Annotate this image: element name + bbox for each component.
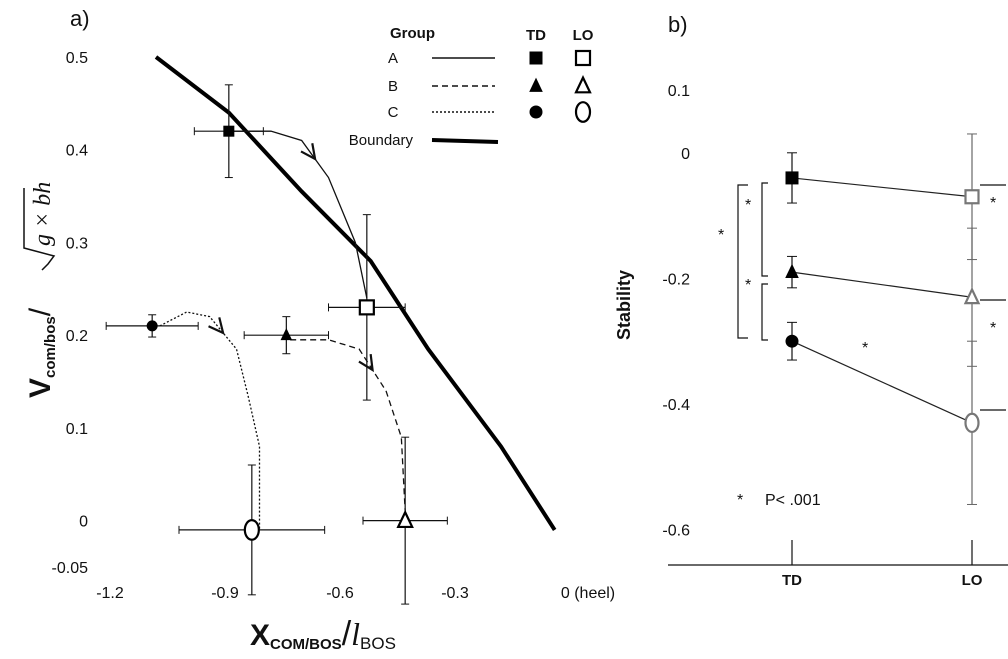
series-line [791, 271, 973, 298]
significance-star: * [990, 195, 996, 212]
arrowhead [208, 317, 225, 335]
trajectory [290, 339, 406, 512]
y-tick-label: 0 [681, 146, 690, 163]
marker [574, 49, 592, 67]
x-label-denominator-subscript: BOS [360, 634, 396, 653]
x-label-subscript: COM/BOS [270, 636, 342, 653]
y-tick-label: 0 [79, 514, 88, 531]
marker [223, 125, 235, 137]
trajectory [159, 311, 261, 530]
legend-column: LO [573, 27, 594, 44]
y-tick-label: 0.1 [66, 421, 88, 438]
significance-star: * [737, 492, 743, 509]
marker [964, 412, 980, 434]
marker [785, 171, 799, 185]
x-tick-label: LO [962, 572, 983, 589]
legend-line [431, 138, 499, 144]
x-label-symbol: X [250, 619, 270, 652]
y-tick-label: -0.2 [662, 271, 690, 288]
marker [785, 263, 799, 279]
significance-star: * [745, 197, 751, 214]
y-tick-label: -0.05 [52, 560, 89, 577]
x-tick-label: TD [782, 572, 802, 589]
significance-star: * [745, 277, 751, 294]
legend-title: Group [390, 25, 435, 42]
significance-star: * [990, 320, 996, 337]
y-label-symbol: V [24, 378, 57, 398]
legend-label: C [388, 104, 399, 121]
y-axis-label: Vcom/bos/ g × bh [23, 182, 59, 398]
y-label-divider: / [24, 307, 57, 316]
marker [529, 105, 543, 119]
legend-label: Boundary [349, 132, 414, 149]
legend-label: B [388, 78, 398, 95]
y-tick-label: 0.3 [66, 235, 88, 252]
series-line [791, 177, 973, 198]
y-tick-label: 0.4 [66, 143, 88, 160]
trajectory [228, 130, 368, 299]
x-tick-label: -0.6 [326, 585, 354, 602]
x-tick-label: -0.9 [211, 585, 239, 602]
significance-note: P< .001 [765, 492, 821, 509]
marker [243, 519, 260, 541]
significance-star: * [862, 340, 868, 357]
x-label-denominator: l [351, 616, 360, 652]
marker [396, 509, 414, 529]
marker [963, 286, 981, 305]
y-label-subscript: com/bos [42, 316, 59, 378]
x-tick-label: -1.2 [96, 585, 124, 602]
radical-sign [23, 188, 56, 271]
arrowhead [300, 143, 317, 162]
svg-text:Vcom/bos/: Vcom/bos/ [24, 307, 59, 398]
significance-star: * [718, 227, 724, 244]
marker [785, 334, 799, 348]
legend-label: A [388, 50, 398, 67]
x-axis-label: XCOM/BOS/lBOS [250, 615, 396, 653]
panel-label: b) [668, 12, 688, 37]
x-tick-label: -0.3 [441, 585, 469, 602]
boundary-line [154, 55, 557, 531]
marker [358, 299, 375, 316]
x-label-divider: / [342, 615, 352, 653]
significance-brackets [737, 182, 1006, 411]
panel-label: a) [70, 6, 90, 31]
marker [529, 51, 543, 65]
marker [964, 189, 980, 205]
x-tick-label: 0 (heel) [561, 585, 615, 602]
marker [574, 101, 592, 123]
y-tick-label: 0.1 [668, 83, 690, 100]
y-axis-label: Stability [614, 270, 634, 340]
y-tick-label: 0.5 [66, 50, 88, 67]
y-tick-label: -0.4 [662, 397, 690, 414]
legend-column: TD [526, 27, 546, 44]
marker [574, 75, 592, 94]
y-label-radicand: g × bh [30, 182, 56, 246]
y-tick-label: -0.6 [662, 523, 690, 540]
y-tick-label: 0.2 [66, 328, 88, 345]
arrowhead [358, 353, 374, 373]
marker [529, 77, 543, 92]
series-line [791, 340, 973, 424]
marker [146, 320, 158, 332]
marker [280, 328, 293, 341]
